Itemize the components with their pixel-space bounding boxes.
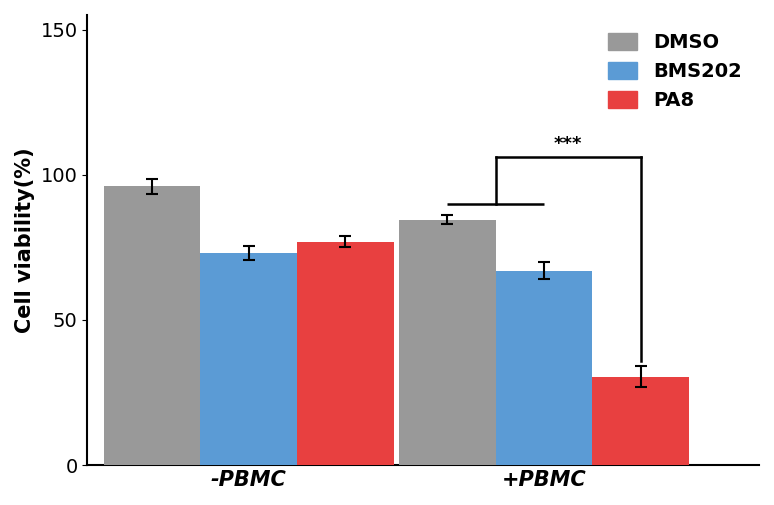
Bar	[592, 377, 689, 465]
Bar	[200, 253, 297, 465]
Bar	[297, 241, 394, 465]
Bar	[399, 220, 495, 465]
Bar	[495, 271, 592, 465]
Legend: DMSO, BMS202, PA8: DMSO, BMS202, PA8	[601, 25, 749, 118]
Bar	[104, 186, 200, 465]
Y-axis label: Cell viability(%): Cell viability(%)	[15, 147, 35, 333]
Text: ***: ***	[554, 135, 583, 153]
